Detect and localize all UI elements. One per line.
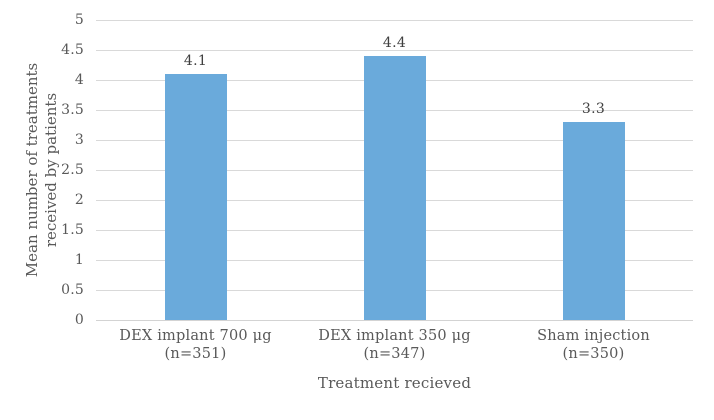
y-tick-label: 4	[74, 72, 84, 88]
bar-group-sham: 3.3	[494, 20, 693, 320]
bar-group-dex-700: 4.1	[96, 20, 295, 320]
x-category-line1: DEX implant 700 μg	[119, 328, 272, 344]
plot-area: 4.1 4.4 3.3	[96, 20, 693, 321]
x-axis-title: Treatment recieved	[317, 374, 472, 392]
y-tick-label: 2	[74, 192, 84, 208]
x-category-line2: (n=347)	[363, 346, 426, 362]
bar-sham	[562, 122, 625, 320]
bar-value-label: 4.4	[382, 35, 407, 51]
x-category-line2: (n=350)	[562, 346, 625, 362]
x-category-line1: Sham injection	[537, 328, 650, 344]
y-axis-tick-labels: 5 4.5 4 3.5 3 2.5 2 1.5 1 0.5 0	[0, 12, 84, 329]
y-tick-label: 1.5	[61, 222, 84, 238]
bar-dex-350	[363, 56, 426, 320]
bar-group-dex-350: 4.4	[295, 20, 494, 320]
x-category-label-sham: Sham injection (n=350)	[494, 327, 693, 363]
x-category-label-dex-350: DEX implant 350 μg (n=347)	[295, 327, 494, 363]
y-tick-label: 5	[74, 12, 84, 28]
x-category-label-dex-700: DEX implant 700 μg (n=351)	[96, 327, 295, 363]
y-tick-label: 1	[74, 252, 84, 268]
y-tick-label: 3.5	[61, 102, 84, 118]
y-tick-label: 0	[74, 312, 84, 328]
y-tick-label: 2.5	[61, 162, 84, 178]
x-category-line2: (n=351)	[164, 346, 227, 362]
bar-dex-700	[164, 74, 227, 320]
bar-series: 4.1 4.4 3.3	[96, 20, 693, 320]
x-category-line1: DEX implant 350 μg	[318, 328, 471, 344]
x-axis-category-labels: DEX implant 700 μg (n=351) DEX implant 3…	[96, 327, 693, 363]
y-tick-label: 0.5	[61, 282, 84, 298]
y-tick-label: 4.5	[61, 42, 84, 58]
bar-value-label: 3.3	[581, 101, 606, 117]
y-tick-label: 3	[74, 132, 84, 148]
bar-value-label: 4.1	[183, 53, 208, 69]
